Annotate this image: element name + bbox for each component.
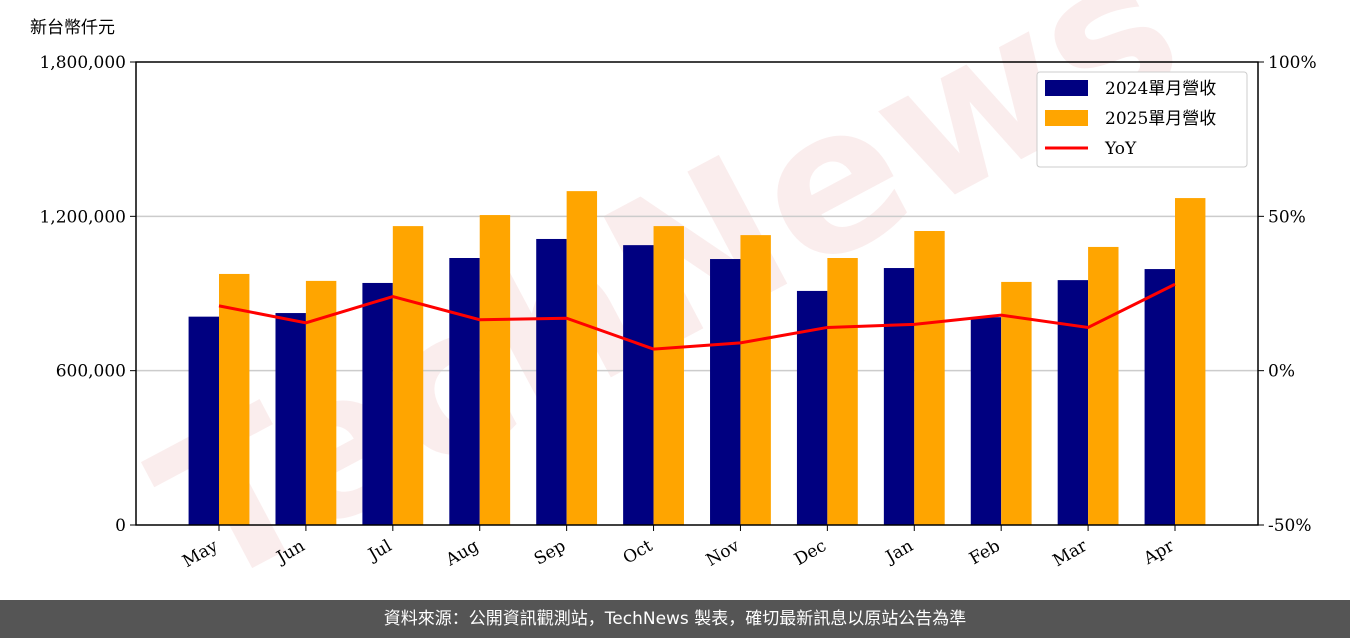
x-tick-label: Oct — [620, 536, 656, 569]
bar — [1175, 198, 1206, 525]
legend-label: YoY — [1104, 139, 1137, 159]
footer: 資料來源：公開資訊觀測站，TechNews 製表，確切最新訊息以原站公告為準 — [0, 600, 1350, 638]
y-tick-label: 1,800,000 — [39, 53, 126, 73]
legend-swatch — [1045, 80, 1088, 96]
x-tick-label: Jan — [881, 536, 917, 568]
bar — [1057, 280, 1089, 525]
bar — [392, 226, 424, 525]
x-tick-label: Feb — [966, 536, 1004, 569]
bar — [218, 273, 250, 525]
y2-tick-label: -50% — [1268, 516, 1312, 536]
x-tick-label: Aug — [442, 536, 483, 571]
y-tick-label: 600,000 — [56, 362, 126, 382]
bar — [275, 313, 306, 525]
y2-tick-label: 0% — [1268, 362, 1295, 382]
bar — [883, 268, 915, 525]
plot-frame — [135, 61, 1259, 526]
legend: 2024單月營收 2025單月營收 YoY — [1036, 71, 1248, 168]
bar — [827, 258, 858, 525]
bar — [623, 245, 654, 526]
x-tick-label: Mar — [1050, 536, 1092, 572]
bar — [914, 230, 945, 525]
x-tick-label: Dec — [791, 536, 830, 570]
legend-swatch — [1045, 110, 1088, 126]
bar — [970, 317, 1002, 525]
bar — [1088, 246, 1119, 525]
bar — [479, 215, 511, 525]
bar — [362, 282, 393, 525]
line — [218, 282, 1176, 351]
bar — [188, 316, 219, 525]
x-tick-label: Nov — [703, 536, 743, 571]
y-tick-label: 0 — [115, 516, 126, 536]
bar — [1001, 281, 1032, 525]
legend-label: 2025單月營收 — [1105, 109, 1216, 129]
bar — [796, 290, 828, 525]
legend-label: 2024單月營收 — [1105, 79, 1216, 99]
bar — [536, 238, 567, 526]
bar — [740, 235, 771, 526]
y-tick-label: 1,200,000 — [39, 207, 126, 227]
y2-tick-label: 100% — [1268, 53, 1317, 73]
bar — [566, 191, 598, 525]
bar — [653, 226, 684, 525]
bar — [449, 258, 480, 525]
x-tick-label: Apr — [1140, 536, 1179, 570]
y-axis-label: 新台幣仟元 — [30, 18, 115, 38]
chart: TechNews 新台幣仟元 0600,0001,200,0001,800,00… — [30, 0, 1317, 600]
bar — [1144, 269, 1176, 525]
x-tick-label: Sep — [531, 536, 569, 570]
legend-box — [1036, 71, 1248, 168]
bar — [710, 259, 741, 525]
y2-tick-label: 50% — [1268, 207, 1306, 227]
